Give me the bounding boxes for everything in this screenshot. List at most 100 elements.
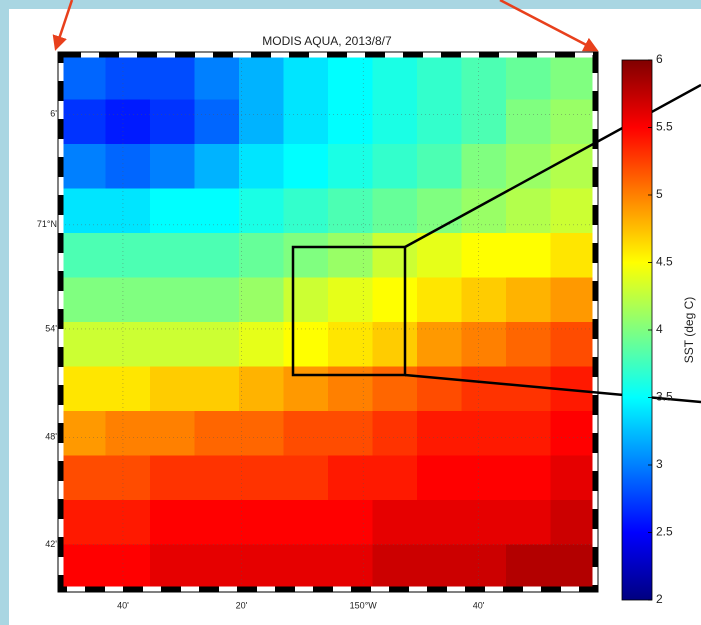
colorbar-tick-label: 2 [656,592,663,606]
heat-cell [105,277,151,323]
heat-cell [239,455,284,501]
heat-cell [417,277,462,323]
heat-cell [506,277,551,323]
y-tick-label: 48' [45,432,57,442]
heat-cell [506,366,551,412]
heat-cell [150,233,195,278]
heat-cell [506,144,551,189]
heat-cell [417,544,462,590]
heat-cell [461,455,507,501]
frame-dashes [58,52,598,592]
heat-cell [328,366,373,412]
heat-cell [61,277,106,323]
red-arrow [499,0,599,52]
y-tick-label: 71°N [37,219,57,229]
heat-cell [461,366,507,412]
y-tick-label: 42' [45,539,57,549]
heat-cell [372,277,418,323]
heat-cell [150,55,195,100]
heat-cell [461,233,507,278]
heat-cell [328,411,373,456]
heat-cell [417,188,462,234]
colorbar-label: SST (deg C) [682,297,696,363]
heat-cell [194,188,240,234]
heat-cell [328,500,373,545]
heat-cell [328,55,373,100]
heat-cell [417,411,462,456]
heat-cell [105,99,151,145]
heat-cell [239,322,284,367]
heat-cell [194,144,240,189]
heat-cell [239,233,284,278]
heat-cell [372,366,418,412]
heat-cell [61,188,106,234]
x-tick-label: 40' [117,600,129,610]
heat-cell [105,188,151,234]
heat-cell [283,322,329,367]
heat-cell [283,500,329,545]
heat-cell [328,322,373,367]
heat-cell [105,233,151,278]
heat-cell [417,99,462,145]
y-tick-label: 54' [45,323,57,333]
colorbar-tick-label: 6 [656,52,663,66]
heat-cell [150,366,195,412]
heat-cell [105,366,151,412]
heat-cell [550,99,596,145]
heat-cell [150,455,195,501]
heat-cell [283,188,329,234]
heat-cell [506,455,551,501]
heat-cell [372,233,418,278]
heat-cell [506,500,551,545]
heat-cell [194,99,240,145]
heat-cell [417,233,462,278]
heat-cell [372,55,418,100]
heat-cell [372,500,418,545]
heat-cell [550,411,596,456]
heat-cell [372,455,418,501]
heat-cell [61,544,106,590]
heat-cell [328,99,373,145]
heat-cell [283,411,329,456]
heat-cell [550,188,596,234]
heat-cell [283,55,329,100]
x-tick-label: 20' [236,600,248,610]
heat-cell [372,544,418,590]
heat-cell [194,500,240,545]
x-tick-label: 150°W [350,600,378,610]
heat-cell [328,544,373,590]
zoom-box [291,245,407,377]
heat-cell [506,188,551,234]
heat-cell [61,233,106,278]
heat-cell [61,144,106,189]
heat-cell [150,544,195,590]
heat-cell [550,55,596,100]
heat-cell [239,99,284,145]
heat-cell [194,55,240,100]
heat-cell [550,233,596,278]
frame-outline [57,51,599,593]
heat-cell [283,455,329,501]
heat-cell [550,544,596,590]
heat-cell [150,500,195,545]
heat-cell [550,322,596,367]
heat-cell [61,455,106,501]
heat-cell [328,144,373,189]
heat-cell [461,55,507,100]
heat-cell [506,544,551,590]
chart-title: MODIS AQUA, 2013/8/7 [262,34,392,48]
heat-cell [194,366,240,412]
heat-cell [461,500,507,545]
heat-cell [105,55,151,100]
heat-cell [417,322,462,367]
heat-cell [150,99,195,145]
heat-cell [194,544,240,590]
heat-cell [105,411,151,456]
colorbar-tick-label: 3 [656,457,663,471]
heat-cell [283,233,329,278]
heat-cell [417,55,462,100]
heat-cell [61,55,106,100]
heat-cell [61,366,106,412]
heat-cell [461,144,507,189]
heat-cell [372,411,418,456]
